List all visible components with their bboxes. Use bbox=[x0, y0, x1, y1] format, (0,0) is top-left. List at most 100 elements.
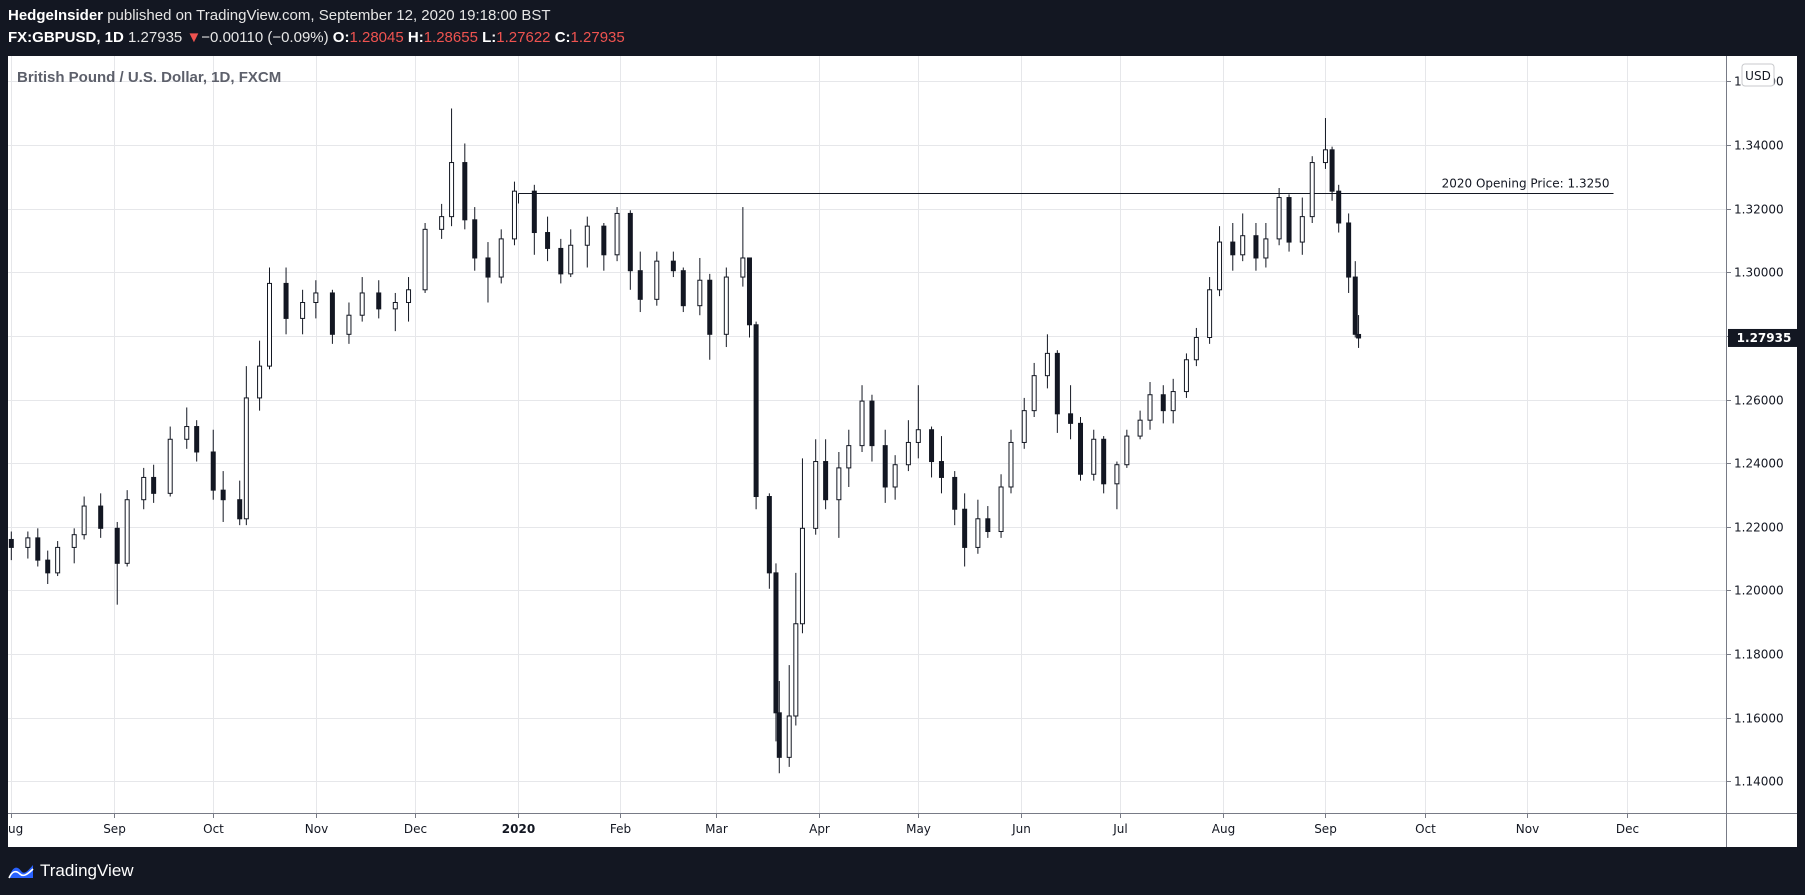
candle-body bbox=[1217, 241, 1223, 291]
candle-body bbox=[1263, 238, 1269, 259]
candle-body bbox=[558, 247, 564, 275]
time-tick-label: Aug bbox=[1212, 822, 1235, 836]
publisher-name[interactable]: HedgeInsider bbox=[8, 7, 104, 24]
candle bbox=[740, 207, 746, 287]
candle bbox=[1008, 429, 1014, 494]
down-arrow-icon: ▼ bbox=[186, 29, 202, 46]
time-axis[interactable]: Aug Sep Oct Nov Dec 2020 Feb Mar Apr May Jun Jul Aug… bbox=[0, 813, 1639, 836]
candle-body bbox=[1299, 216, 1305, 243]
candle-body bbox=[746, 257, 752, 326]
candle bbox=[670, 251, 676, 278]
chart-container[interactable]: 2020 Opening Price: 1.3250 1.360001.3400… bbox=[0, 56, 1797, 847]
candle-body bbox=[1336, 190, 1342, 224]
candle-body bbox=[283, 282, 289, 319]
low-value: 1.27622 bbox=[496, 29, 551, 46]
candle bbox=[905, 420, 911, 472]
opening-price-line[interactable]: 2020 Opening Price: 1.3250 bbox=[518, 177, 1614, 204]
candle-body bbox=[472, 219, 478, 259]
candlestick-chart[interactable]: 2020 Opening Price: 1.3250 1.360001.3400… bbox=[0, 56, 1797, 847]
candle-body bbox=[346, 314, 352, 335]
candle bbox=[114, 521, 120, 605]
time-tick-label: May bbox=[906, 822, 931, 836]
candle-body bbox=[1329, 149, 1335, 192]
candles bbox=[8, 108, 1362, 774]
candle bbox=[985, 506, 991, 538]
candle bbox=[422, 222, 428, 293]
candle bbox=[1346, 213, 1352, 293]
candle-body bbox=[1240, 235, 1246, 256]
candle-body bbox=[1322, 149, 1328, 164]
candle-body bbox=[167, 438, 173, 494]
candle-body bbox=[1160, 394, 1166, 412]
time-tick-label: 2020 bbox=[502, 822, 535, 836]
candle-body bbox=[938, 461, 944, 478]
candle bbox=[1044, 334, 1050, 389]
candle bbox=[124, 490, 130, 567]
price-tick-label: 1.14000 bbox=[1734, 775, 1784, 789]
candle-body bbox=[35, 537, 41, 561]
candle-body bbox=[1044, 352, 1050, 377]
candle bbox=[793, 572, 799, 726]
candle-body bbox=[1114, 464, 1120, 485]
candle bbox=[313, 280, 319, 319]
candle bbox=[210, 429, 216, 500]
candle bbox=[98, 493, 104, 538]
candle-body bbox=[329, 292, 335, 335]
candle-body bbox=[869, 400, 875, 447]
open-label: O: bbox=[332, 29, 350, 46]
symbol-label[interactable]: FX:GBPUSD, 1D bbox=[8, 29, 124, 46]
candle bbox=[882, 429, 888, 503]
candle-body bbox=[1276, 197, 1282, 240]
candle-body bbox=[823, 461, 829, 501]
candle bbox=[1021, 397, 1027, 449]
candle bbox=[151, 464, 157, 503]
candle bbox=[1160, 385, 1166, 424]
candle bbox=[1286, 194, 1292, 252]
candle bbox=[498, 229, 504, 284]
tradingview-logo-icon bbox=[8, 865, 34, 879]
candle-body bbox=[1054, 352, 1060, 415]
tradingview-brand[interactable]: TradingView bbox=[8, 859, 134, 883]
time-tick-label: Sep bbox=[1314, 822, 1337, 836]
high-value: 1.28655 bbox=[423, 29, 478, 46]
price-axis[interactable]: 1.360001.340001.320001.300001.280001.260… bbox=[1726, 75, 1784, 789]
candle-body bbox=[670, 260, 676, 272]
candle-body bbox=[614, 212, 620, 256]
candle-body bbox=[584, 225, 590, 246]
currency-badge[interactable]: USD bbox=[1741, 63, 1775, 87]
candle bbox=[167, 426, 173, 497]
currency-label: USD bbox=[1745, 69, 1771, 83]
high-label: H: bbox=[407, 29, 424, 46]
candle bbox=[1068, 385, 1074, 440]
candle-body bbox=[952, 476, 958, 510]
candle bbox=[71, 528, 77, 564]
candle bbox=[776, 681, 782, 774]
candle-body bbox=[1091, 438, 1097, 475]
time-tick-label: Nov bbox=[305, 822, 328, 836]
candle-body bbox=[1230, 241, 1236, 256]
candle bbox=[915, 385, 921, 459]
candle bbox=[472, 207, 478, 271]
candle-body bbox=[531, 190, 537, 234]
candle-body bbox=[859, 400, 865, 447]
time-tick-label: Nov bbox=[1516, 822, 1539, 836]
candle bbox=[773, 563, 779, 742]
candle-body bbox=[962, 508, 968, 548]
price-tick-label: 1.16000 bbox=[1734, 712, 1784, 726]
candle bbox=[237, 480, 243, 526]
candle bbox=[141, 467, 147, 510]
candle-body bbox=[1137, 419, 1143, 437]
candle-body bbox=[1021, 410, 1027, 443]
candle bbox=[220, 471, 226, 522]
candle bbox=[836, 451, 842, 538]
candle-body bbox=[71, 534, 77, 548]
candle-body bbox=[1356, 333, 1362, 339]
candle-body bbox=[1101, 438, 1107, 485]
time-tick-label: Feb bbox=[610, 822, 631, 836]
candle bbox=[45, 550, 51, 584]
candle-body bbox=[55, 546, 61, 574]
candle-body bbox=[257, 365, 263, 399]
candle-body bbox=[568, 244, 574, 275]
published-text: published on TradingView.com, September … bbox=[103, 7, 551, 24]
candle bbox=[359, 277, 365, 322]
